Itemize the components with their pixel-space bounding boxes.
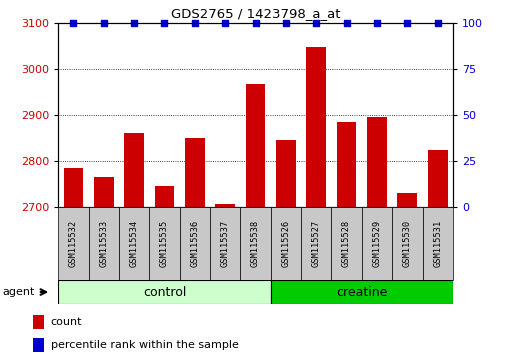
Bar (185, 138, 204, 207)
Bar (88, 207, 119, 280)
Title: GDS2765 / 1423798_a_at: GDS2765 / 1423798_a_at (171, 7, 339, 21)
Bar (33, 315, 44, 329)
Bar (336, 122, 356, 207)
Point (160, 20, 168, 26)
Text: GSM115536: GSM115536 (190, 220, 199, 267)
Bar (361, 207, 391, 280)
Bar (300, 207, 331, 280)
Text: GSM115529: GSM115529 (372, 220, 381, 267)
Bar (306, 47, 326, 207)
Point (281, 20, 289, 26)
Text: GSM115532: GSM115532 (69, 220, 78, 267)
Bar (422, 207, 452, 280)
Text: GSM115530: GSM115530 (402, 220, 411, 267)
Point (402, 20, 411, 26)
Bar (149, 207, 179, 280)
Point (372, 20, 380, 26)
Text: agent: agent (3, 287, 35, 297)
Text: GSM115528: GSM115528 (341, 220, 350, 267)
Text: GSM115534: GSM115534 (129, 220, 138, 267)
Bar (276, 140, 295, 207)
Point (99, 20, 108, 26)
Bar (427, 149, 447, 207)
Bar (155, 186, 174, 207)
Text: GSM115535: GSM115535 (160, 220, 169, 267)
Bar (367, 117, 386, 207)
Text: GSM115538: GSM115538 (250, 220, 260, 267)
Text: creatine: creatine (335, 286, 387, 298)
Bar (245, 84, 265, 207)
Bar (33, 338, 44, 352)
Bar (58, 207, 88, 280)
Bar (94, 177, 114, 207)
Bar (58, 280, 270, 304)
Point (342, 20, 350, 26)
Text: GSM115537: GSM115537 (220, 220, 229, 267)
Bar (179, 207, 210, 280)
Bar (215, 204, 235, 207)
Text: percentile rank within the sample: percentile rank within the sample (50, 340, 238, 350)
Point (130, 20, 138, 26)
Bar (124, 133, 144, 207)
Text: control: control (142, 286, 186, 298)
Bar (397, 193, 417, 207)
Bar (210, 207, 240, 280)
Bar (240, 207, 270, 280)
Bar (270, 207, 300, 280)
Text: GSM115527: GSM115527 (311, 220, 320, 267)
Point (190, 20, 198, 26)
Text: count: count (50, 317, 82, 327)
Text: GSM115531: GSM115531 (432, 220, 441, 267)
Bar (270, 280, 452, 304)
Point (433, 20, 441, 26)
Text: GSM115533: GSM115533 (99, 220, 108, 267)
Bar (331, 207, 361, 280)
Bar (391, 207, 422, 280)
Point (221, 20, 229, 26)
Point (312, 20, 320, 26)
Point (69, 20, 77, 26)
Bar (64, 168, 83, 207)
Point (251, 20, 259, 26)
Bar (119, 207, 149, 280)
Text: GSM115526: GSM115526 (281, 220, 290, 267)
